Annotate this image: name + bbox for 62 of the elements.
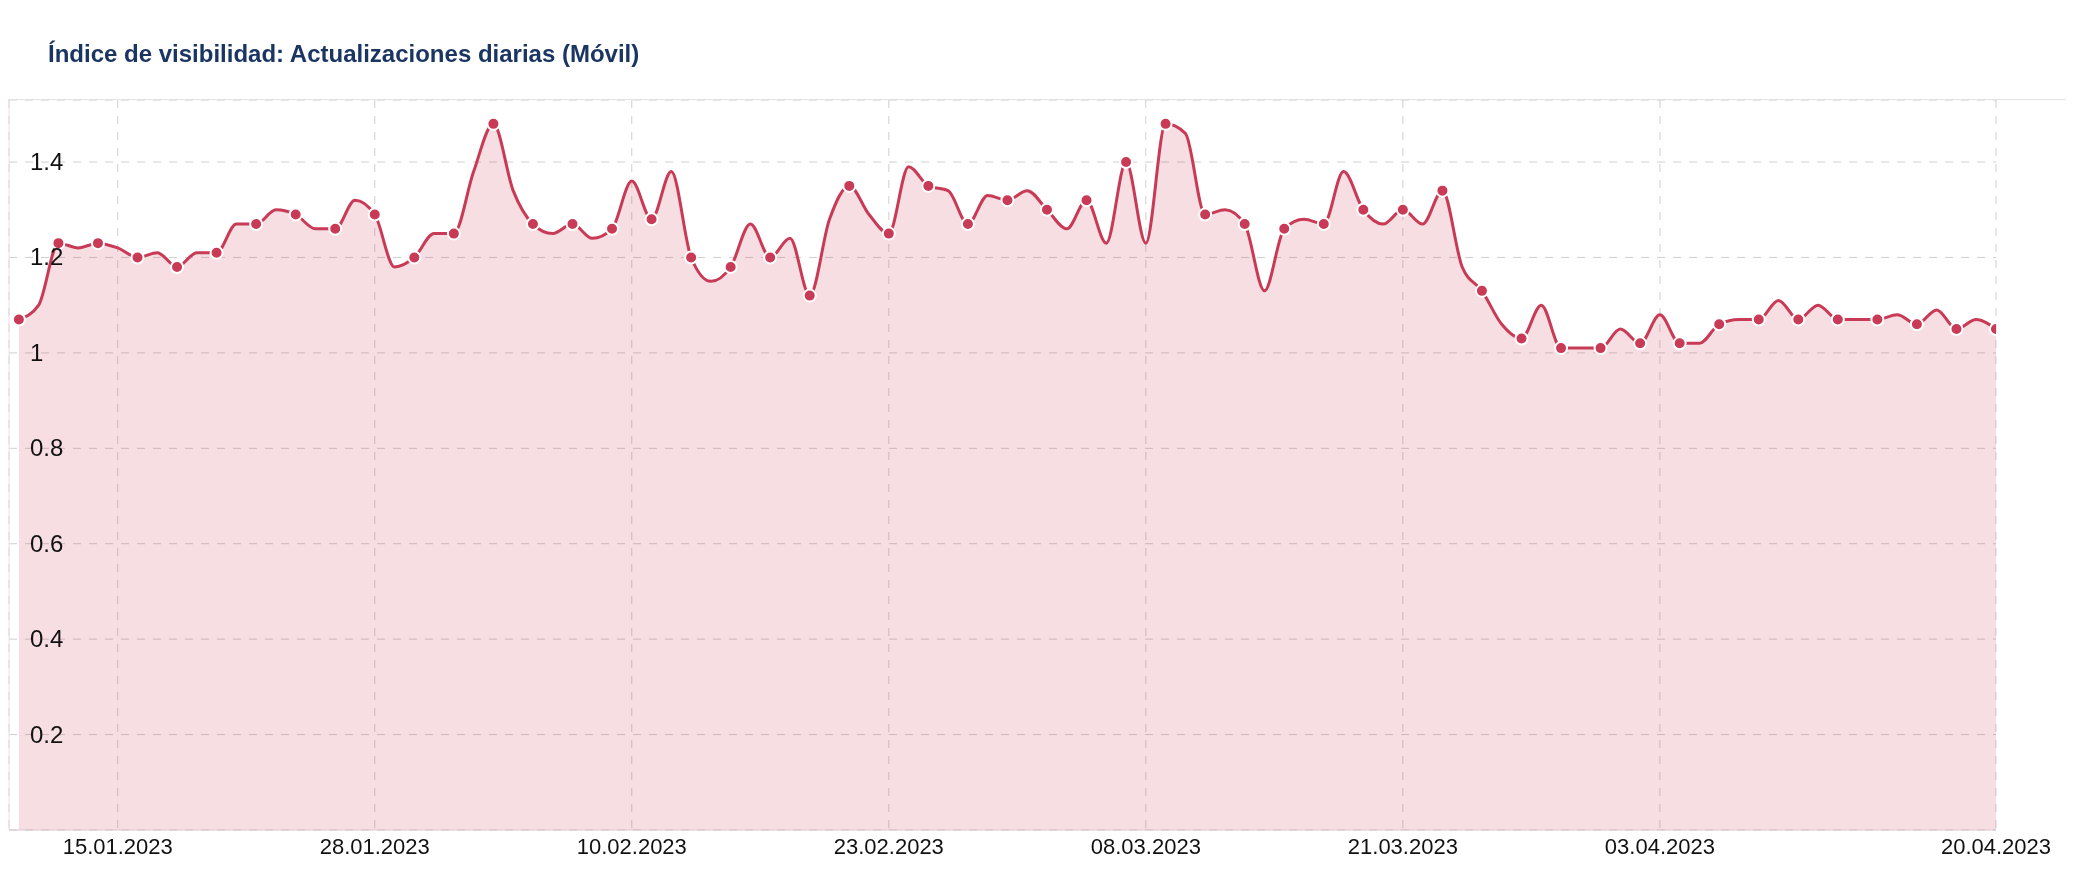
point (130, 250, 145, 265)
point (881, 226, 896, 241)
point (960, 217, 975, 232)
x-tick-label: 08.03.2023 (1090, 833, 1201, 859)
point (1039, 202, 1054, 217)
point (684, 250, 699, 265)
x-tick-label: 20.04.2023 (1940, 833, 2052, 859)
point (288, 207, 303, 222)
y-tick-label: 0.6 (30, 529, 64, 557)
point (1395, 202, 1410, 217)
point (1633, 336, 1648, 351)
point (1474, 283, 1489, 298)
point (249, 217, 264, 232)
point (446, 226, 461, 241)
y-tick-label: 1 (30, 338, 44, 366)
point (1000, 193, 1015, 208)
point (723, 259, 738, 274)
point (1514, 331, 1529, 346)
x-tick-label: 21.03.2023 (1347, 833, 1458, 859)
point (486, 116, 501, 131)
point (1237, 217, 1252, 232)
y-tick-label: 0.4 (30, 625, 64, 653)
point (802, 288, 817, 303)
point (1672, 336, 1687, 351)
point (367, 207, 382, 222)
x-tick-label: 23.02.2023 (833, 833, 944, 859)
y-tick-label: 1.4 (30, 148, 64, 176)
point (90, 236, 105, 251)
y-tick-label: 0.2 (30, 720, 64, 748)
x-tick-label: 03.04.2023 (1604, 833, 1715, 859)
point (407, 250, 422, 265)
point (1870, 312, 1885, 327)
point (1949, 322, 1964, 337)
x-tick-label: 15.01.2023 (62, 833, 173, 859)
point (11, 312, 26, 327)
point (1830, 312, 1845, 327)
point (1277, 221, 1292, 236)
x-tick-label: 10.02.2023 (576, 833, 687, 859)
point (605, 221, 620, 236)
point (525, 217, 540, 232)
y-tick-label: 0.8 (30, 434, 64, 462)
point (328, 221, 343, 236)
point (1909, 317, 1924, 332)
point (1751, 312, 1766, 327)
point (1712, 317, 1727, 332)
point (1593, 341, 1608, 356)
point (209, 245, 224, 260)
point (1079, 193, 1094, 208)
point (1435, 183, 1450, 198)
point (921, 178, 936, 193)
point (644, 212, 659, 227)
point (763, 250, 778, 265)
point (1554, 341, 1569, 356)
point (1791, 312, 1806, 327)
point (565, 217, 580, 232)
point (1198, 207, 1213, 222)
point (1119, 155, 1134, 170)
x-tick-label: 28.01.2023 (319, 833, 430, 859)
chart-title: Índice de visibilidad: Actualizaciones diarias (Móvil) (8, 8, 2066, 100)
point (1356, 202, 1371, 217)
point (1316, 217, 1331, 232)
point (1158, 116, 1173, 131)
